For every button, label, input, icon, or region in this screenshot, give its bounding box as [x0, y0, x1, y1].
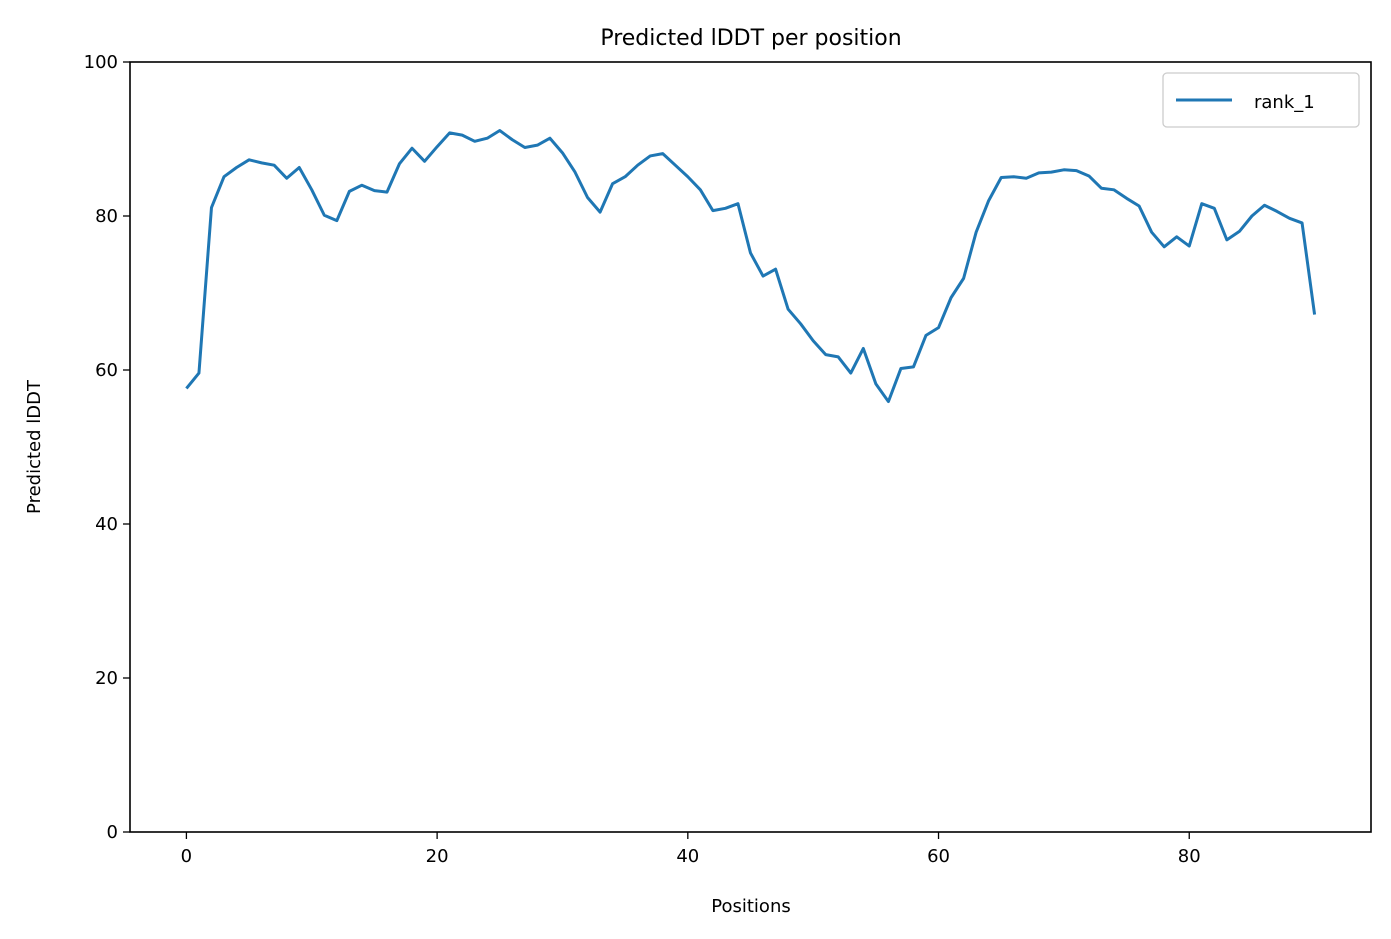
plot-frame [129, 61, 1372, 833]
chart-title: Predicted lDDT per position [600, 26, 901, 51]
series-line-rank-1 [185, 129, 1317, 404]
legend-label-rank-1: rank_1 [1254, 92, 1315, 113]
y-axis-ticks: 0 20 40 60 80 100 [84, 52, 130, 843]
x-tick-label: 60 [927, 846, 950, 867]
y-tick-label: 80 [95, 206, 118, 227]
legend: rank_1 [1162, 72, 1360, 128]
x-tick-label: 80 [1178, 846, 1201, 867]
y-tick-label: 20 [95, 668, 118, 689]
x-tick-label: 0 [181, 846, 192, 867]
x-axis-label: Positions [711, 896, 790, 917]
x-tick-label: 20 [426, 846, 449, 867]
x-tick-label: 40 [676, 846, 699, 867]
plot-lines [185, 129, 1317, 404]
y-tick-label: 40 [95, 514, 118, 535]
y-tick-label: 60 [95, 360, 118, 381]
legend-box [1162, 72, 1360, 128]
y-tick-label: 0 [107, 822, 118, 843]
y-tick-label: 100 [84, 52, 118, 73]
x-axis-ticks: 0 20 40 60 80 [181, 832, 1201, 867]
y-axis-label: Predicted lDDT [24, 379, 45, 514]
